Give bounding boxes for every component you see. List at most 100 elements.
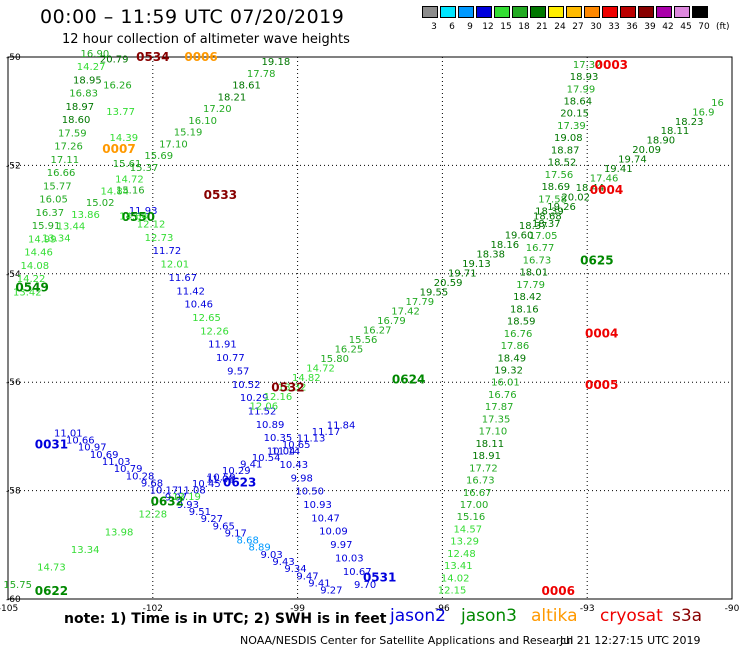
footer-timestamp: Jul 21 12:27:15 UTC 2019 [560,634,701,647]
wave-height-value: 18.60 [62,115,91,126]
wave-height-value: 17.32 [573,60,602,71]
wave-height-value: 16.27 [363,325,392,336]
wave-height-value: 14.57 [453,524,482,535]
wave-height-value: 17.20 [203,104,232,115]
wave-height-value: 11.08 [206,474,235,485]
color-swatch [692,6,708,18]
color-swatch-label: 27 [572,22,584,32]
wave-height-value: 18.93 [570,72,599,83]
legend-jason2: jason2 [390,606,446,626]
wave-height-value: 12.12 [137,220,166,231]
wave-height-value: 9.57 [227,366,249,377]
color-swatch-label: 24 [554,22,566,32]
wave-height-value: 12.65 [192,313,221,324]
wave-height-value: 19.18 [262,57,291,68]
wave-height-value: 18.16 [491,240,520,251]
x-tick-label: -102 [143,604,163,614]
wave-height-value: 17.39 [557,121,586,132]
wave-height-value: 9.17 [225,528,247,539]
legend-jason3: jason3 [461,606,517,626]
wave-height-value: 10.29 [222,466,251,477]
color-swatch [476,6,492,18]
wave-height-value: 13.29 [450,537,479,548]
pass-time-label: 0005 [585,378,618,392]
pass-time-label: 0534 [136,50,169,64]
wave-height-value: 20.02 [561,193,590,204]
wave-height-value: 9.27 [320,586,342,597]
color-swatch [674,6,690,18]
color-swatch-label: 30 [590,22,602,32]
y-tick-label: -56 [6,378,21,388]
wave-height-value: 17.46 [590,174,619,185]
wave-height-value: 16.73 [523,255,552,266]
wave-height-value: 12.06 [249,401,278,412]
wave-height-value: 10.45 [192,479,221,490]
wave-height-value: 11.13 [297,433,326,444]
wave-height-value: 15.61 [113,159,142,170]
map-title: 00:00 – 11:59 UTC 07/20/2019 [40,6,345,28]
wave-height-value: 17.05 [529,231,558,242]
wave-height-value: 13.32 [278,382,307,393]
wave-height-value: 16.90 [81,49,110,60]
wave-height-value: 18.69 [541,182,570,193]
wave-height-value: 18.39 [535,207,564,218]
pass-time-label: 0004 [585,326,618,340]
wave-height-value: 18.64 [563,97,592,108]
wave-height-value: 18.16 [510,304,539,315]
wave-height-value: 15.80 [320,354,349,365]
wave-height-value: 14.22 [17,274,46,285]
wave-height-value: 12.73 [145,233,174,244]
wave-height-value: 16 [711,98,724,109]
wave-height-value: 18.52 [548,158,577,169]
wave-height-value: 13.44 [57,222,86,233]
wave-height-value: 8.68 [237,536,259,547]
wave-height-value: 9.43 [272,557,294,568]
color-swatch-label: 15 [500,22,512,32]
pass-time-label: 0622 [35,584,68,598]
pass-time-label: 0007 [102,142,135,156]
pass-time-label: 0003 [595,58,628,72]
wave-height-value: 17.35 [482,414,511,425]
wave-height-value: 18.42 [513,292,542,303]
y-tick-label: -60 [6,595,21,605]
wave-height-value: 16.67 [463,488,492,499]
wave-height-value: 16.37 [36,208,65,219]
wave-height-value: 12.28 [138,510,167,521]
wave-height-value: 9.41 [308,578,330,589]
color-swatch-label: 6 [449,22,455,32]
color-swatch [548,6,564,18]
wave-height-value: 10.17 [150,486,179,497]
color-swatch-label: 18 [518,22,530,32]
wave-height-value: 9.97 [330,540,352,551]
wave-height-value: 17.78 [247,69,276,80]
wave-height-value: 14.99 [28,234,57,245]
wave-height-value: 10.29 [240,393,269,404]
wave-height-value: 19.74 [618,155,647,166]
wave-height-value: 14.02 [441,573,470,584]
legend-altika: altika [531,606,578,626]
wave-height-value: 9.93 [177,500,199,511]
wave-height-value: 10.89 [256,420,285,431]
color-swatch [440,6,456,18]
pass-time-label: 0031 [35,438,68,452]
wave-height-value: 18.91 [472,451,501,462]
color-swatch [512,6,528,18]
wave-height-value: 13.41 [444,561,473,572]
wave-height-value: 9.65 [213,521,235,532]
legend-s3a: s3a [672,606,703,626]
map-frame [7,56,733,600]
y-tick-label: -54 [6,270,21,280]
wave-height-value: 18.68 [533,212,562,223]
wave-height-value: 11.84 [327,420,356,431]
wave-height-value: 10.54 [252,453,281,464]
wave-height-value: 10.47 [311,513,340,524]
wave-height-value: 16.05 [39,195,68,206]
x-tick-label: -96 [435,604,450,614]
pass-time-label: 0533 [204,188,237,202]
wave-height-value: 18.97 [66,102,95,113]
wave-height-value: 17.26 [54,142,83,153]
wave-height-value: 10.65 [282,440,311,451]
wave-height-value: 10.52 [232,380,261,391]
wave-height-value: 11.17 [312,427,341,438]
